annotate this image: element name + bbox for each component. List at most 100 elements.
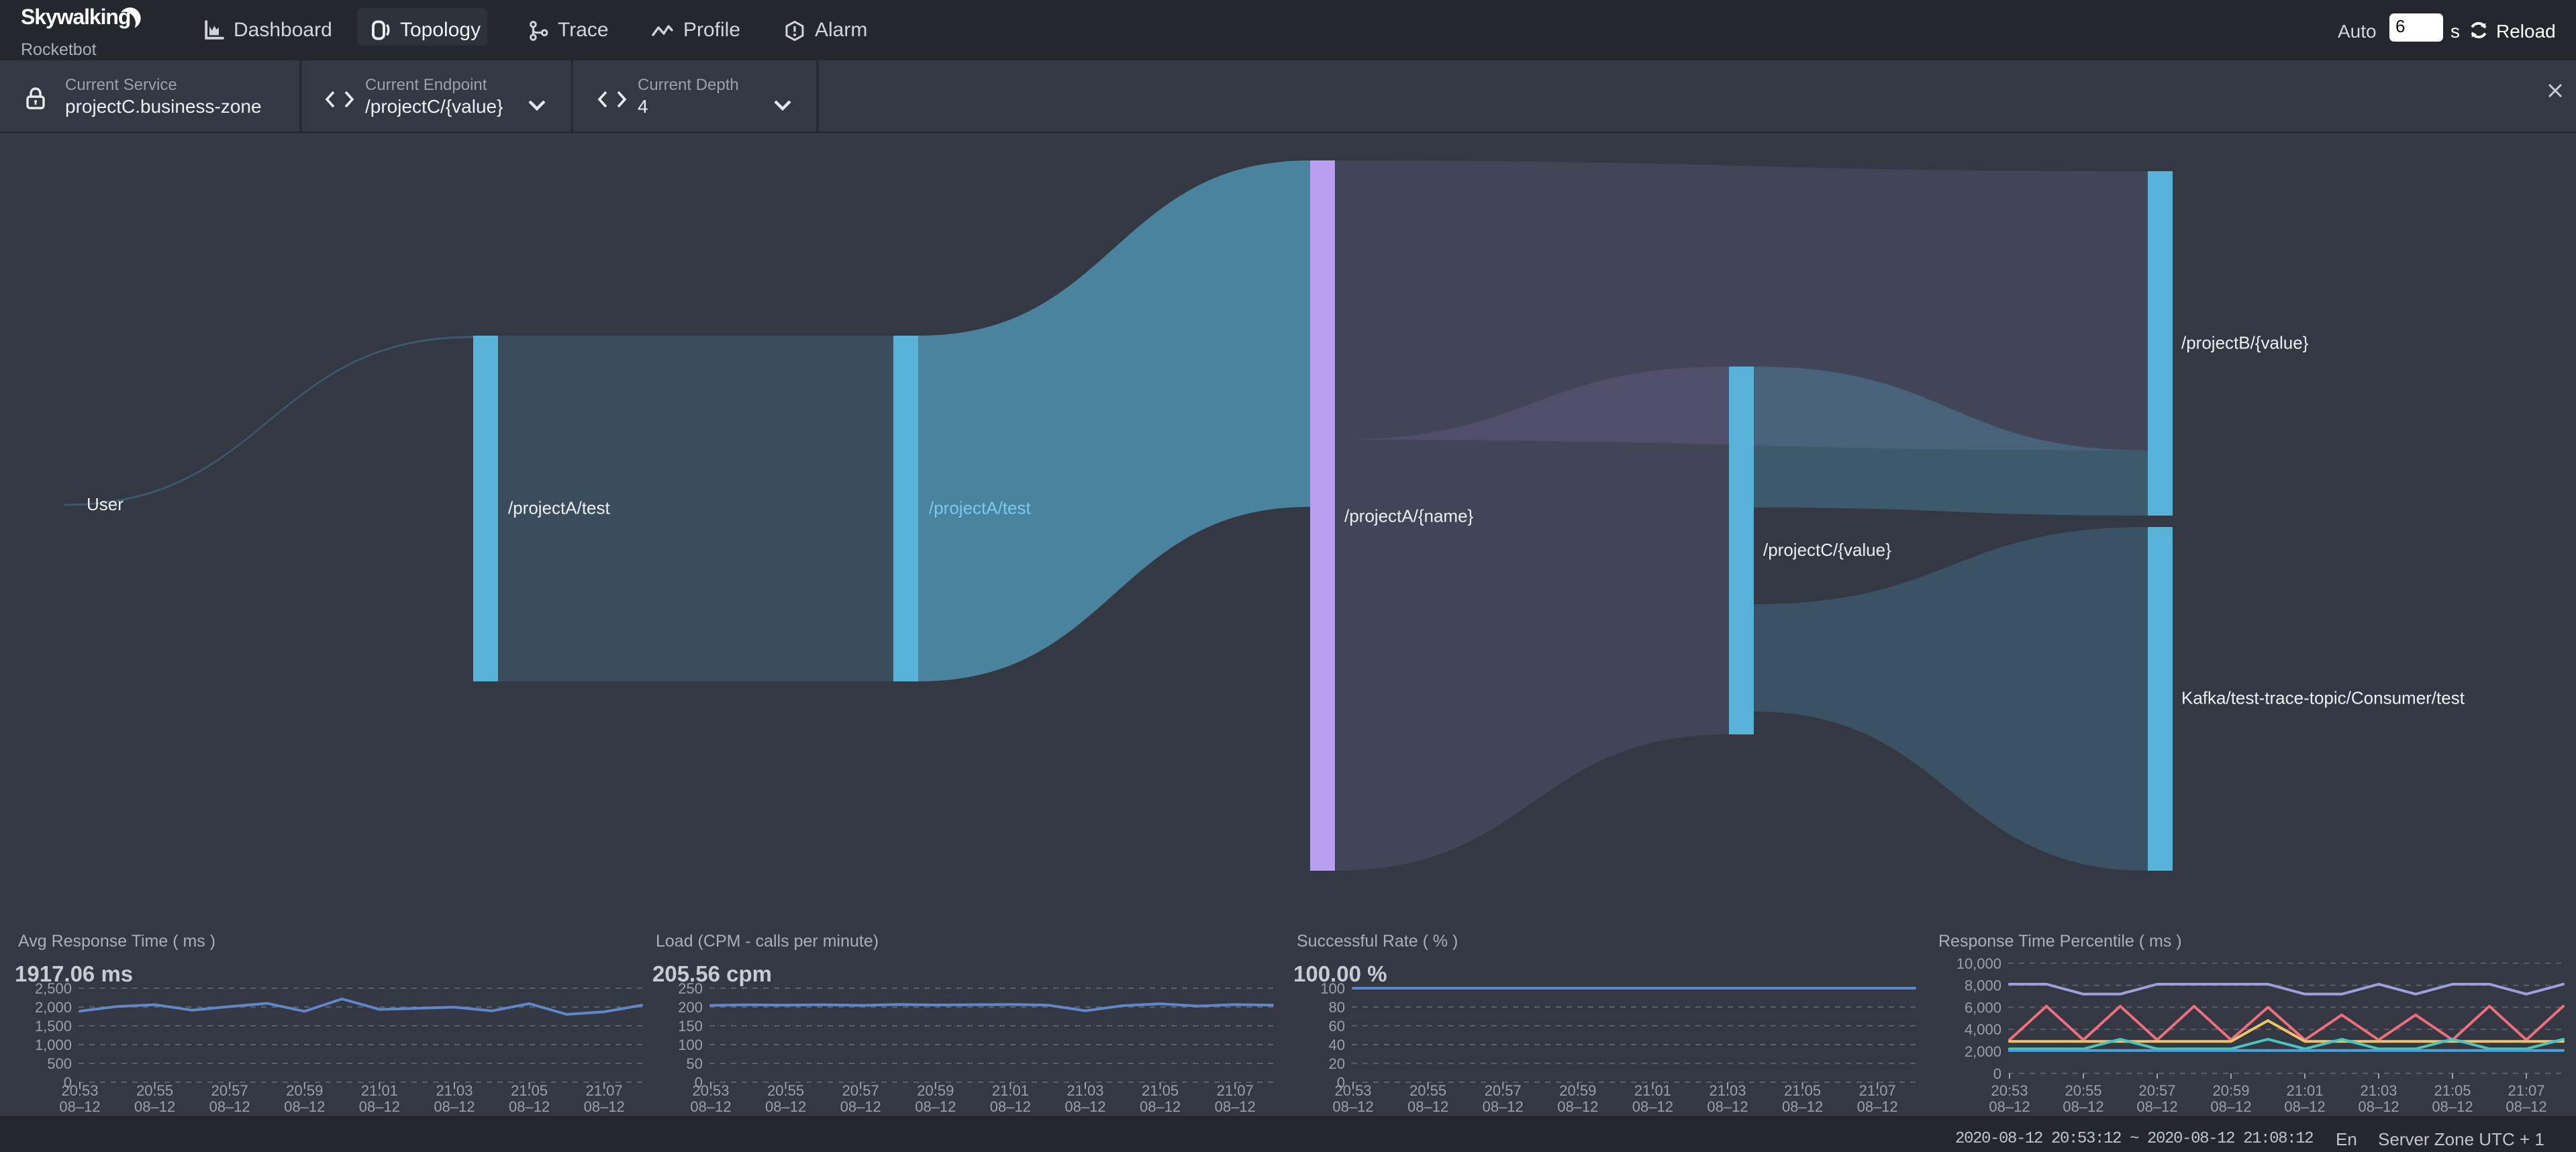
- svg-text:08–12: 08–12: [2210, 1098, 2251, 1115]
- svg-text:20:55: 20:55: [2065, 1082, 2101, 1099]
- svg-text:08–12: 08–12: [915, 1098, 956, 1115]
- svg-text:100: 100: [1320, 980, 1345, 997]
- svg-text:08–12: 08–12: [1632, 1098, 1673, 1115]
- svg-text:21:05: 21:05: [1784, 1082, 1821, 1099]
- svg-text:4,000: 4,000: [1965, 1021, 2001, 1038]
- svg-text:08–12: 08–12: [1989, 1098, 2030, 1115]
- svg-text:08–12: 08–12: [1407, 1098, 1448, 1115]
- svg-text:08–12: 08–12: [2358, 1098, 2399, 1115]
- svg-text:100: 100: [678, 1037, 703, 1053]
- svg-text:21:05: 21:05: [511, 1082, 548, 1099]
- svg-text:250: 250: [678, 980, 703, 997]
- svg-text:20:53: 20:53: [1334, 1082, 1371, 1099]
- svg-text:20:55: 20:55: [136, 1082, 173, 1099]
- svg-text:6,000: 6,000: [1965, 999, 2001, 1016]
- svg-text:08–12: 08–12: [584, 1098, 625, 1115]
- svg-text:Load (CPM - calls per minute): Load (CPM - calls per minute): [656, 932, 879, 951]
- svg-text:150: 150: [678, 1018, 703, 1035]
- svg-text:2,000: 2,000: [35, 999, 72, 1016]
- svg-text:20:59: 20:59: [1559, 1082, 1596, 1099]
- svg-text:08–12: 08–12: [1857, 1098, 1898, 1115]
- svg-text:/projectA/test: /projectA/test: [929, 497, 1032, 518]
- svg-text:20:53: 20:53: [61, 1082, 98, 1099]
- svg-text:Response Time Percentile ( ms: Response Time Percentile ( ms ): [1938, 932, 2182, 951]
- svg-text:1,500: 1,500: [35, 1018, 72, 1035]
- svg-text:08–12: 08–12: [840, 1098, 881, 1115]
- svg-text:1,000: 1,000: [35, 1037, 72, 1053]
- svg-text:20:57: 20:57: [842, 1082, 879, 1099]
- svg-text:100.00 %: 100.00 %: [1293, 961, 1387, 986]
- svg-text:205.56 cpm: 205.56 cpm: [652, 961, 772, 986]
- svg-text:2,500: 2,500: [35, 980, 72, 997]
- svg-text:21:07: 21:07: [586, 1082, 623, 1099]
- svg-text:2,000: 2,000: [1965, 1043, 2001, 1060]
- svg-text:21:07: 21:07: [1217, 1082, 1254, 1099]
- svg-text:08–12: 08–12: [134, 1098, 175, 1115]
- svg-text:21:01: 21:01: [992, 1082, 1029, 1099]
- svg-text:Avg Response Time ( ms ): Avg Response Time ( ms ): [18, 932, 215, 951]
- svg-text:21:01: 21:01: [2286, 1082, 2323, 1099]
- svg-text:08–12: 08–12: [1557, 1098, 1598, 1115]
- svg-text:08–12: 08–12: [1782, 1098, 1823, 1115]
- svg-text:/projectC/{value}: /projectC/{value}: [1763, 540, 1891, 560]
- svg-text:08–12: 08–12: [990, 1098, 1031, 1115]
- svg-text:1917.06 ms: 1917.06 ms: [15, 961, 133, 986]
- svg-text:08–12: 08–12: [2284, 1098, 2325, 1115]
- svg-text:08–12: 08–12: [284, 1098, 325, 1115]
- svg-text:08–12: 08–12: [765, 1098, 806, 1115]
- svg-text:08–12: 08–12: [2063, 1098, 2103, 1115]
- svg-text:21:05: 21:05: [1142, 1082, 1179, 1099]
- svg-text:08–12: 08–12: [1140, 1098, 1181, 1115]
- svg-text:/projectA/{name}: /projectA/{name}: [1344, 506, 1474, 526]
- svg-text:40: 40: [1329, 1037, 1345, 1053]
- svg-text:21:03: 21:03: [1067, 1082, 1103, 1099]
- svg-text:08–12: 08–12: [359, 1098, 400, 1115]
- svg-text:Kafka/test-trace-topic/Consume: Kafka/test-trace-topic/Consumer/test: [2181, 687, 2465, 708]
- svg-text:08–12: 08–12: [2432, 1098, 2473, 1115]
- svg-text:08–12: 08–12: [1707, 1098, 1748, 1115]
- svg-text:10,000: 10,000: [1956, 955, 2001, 972]
- svg-text:/projectA/test: /projectA/test: [508, 497, 611, 518]
- svg-text:0: 0: [695, 1074, 703, 1091]
- svg-text:08–12: 08–12: [2506, 1098, 2546, 1115]
- svg-text:80: 80: [1329, 999, 1345, 1016]
- svg-text:08–12: 08–12: [509, 1098, 550, 1115]
- svg-text:08–12: 08–12: [1064, 1098, 1105, 1115]
- svg-text:20:57: 20:57: [211, 1082, 248, 1099]
- svg-text:0: 0: [64, 1074, 72, 1091]
- svg-text:08–12: 08–12: [1483, 1098, 1524, 1115]
- svg-text:08–12: 08–12: [2136, 1098, 2177, 1115]
- svg-text:21:01: 21:01: [361, 1082, 398, 1099]
- svg-text:08–12: 08–12: [209, 1098, 250, 1115]
- svg-text:User: User: [87, 494, 123, 514]
- svg-text:08–12: 08–12: [434, 1098, 475, 1115]
- svg-text:21:01: 21:01: [1634, 1082, 1671, 1099]
- svg-text:20:59: 20:59: [917, 1082, 954, 1099]
- svg-text:21:03: 21:03: [1709, 1082, 1746, 1099]
- svg-text:21:03: 21:03: [436, 1082, 473, 1099]
- svg-text:20:57: 20:57: [1485, 1082, 1522, 1099]
- svg-text:21:07: 21:07: [2508, 1082, 2544, 1099]
- svg-text:200: 200: [678, 999, 703, 1016]
- svg-text:500: 500: [47, 1055, 72, 1072]
- svg-text:0: 0: [1337, 1074, 1345, 1091]
- svg-text:20:57: 20:57: [2138, 1082, 2175, 1099]
- svg-text:21:03: 21:03: [2360, 1082, 2397, 1099]
- svg-text:08–12: 08–12: [690, 1098, 731, 1115]
- svg-text:20:53: 20:53: [1991, 1082, 2028, 1099]
- svg-text:/projectB/{value}: /projectB/{value}: [2181, 332, 2309, 352]
- svg-text:20:53: 20:53: [692, 1082, 729, 1099]
- svg-text:20:55: 20:55: [767, 1082, 804, 1099]
- svg-text:Successful Rate ( % ): Successful Rate ( % ): [1297, 932, 1458, 951]
- svg-text:8,000: 8,000: [1965, 977, 2001, 994]
- svg-text:50: 50: [687, 1055, 703, 1072]
- svg-text:60: 60: [1329, 1018, 1345, 1035]
- svg-text:21:05: 21:05: [2434, 1082, 2471, 1099]
- svg-text:20:55: 20:55: [1409, 1082, 1446, 1099]
- svg-text:08–12: 08–12: [59, 1098, 100, 1115]
- svg-text:20: 20: [1329, 1055, 1345, 1072]
- svg-text:21:07: 21:07: [1859, 1082, 1896, 1099]
- svg-text:08–12: 08–12: [1332, 1098, 1373, 1115]
- svg-text:20:59: 20:59: [286, 1082, 323, 1099]
- svg-text:08–12: 08–12: [1215, 1098, 1256, 1115]
